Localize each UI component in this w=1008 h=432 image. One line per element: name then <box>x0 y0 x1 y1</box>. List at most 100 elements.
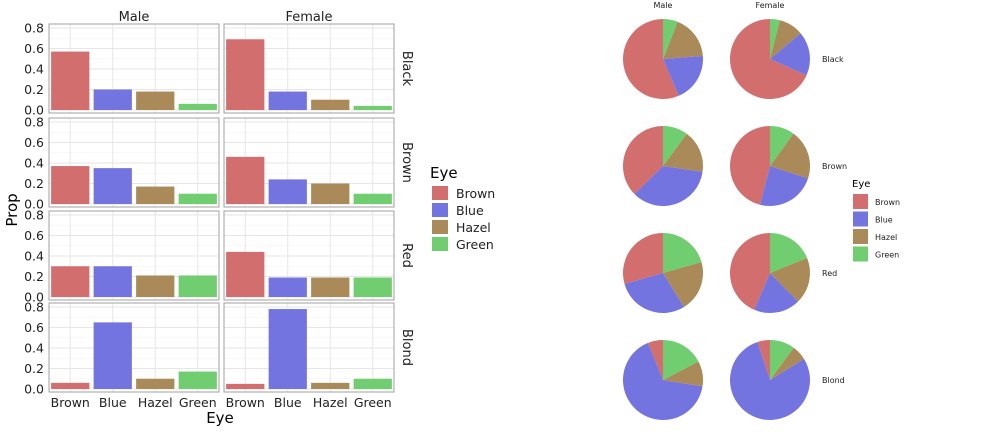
pie-slice-female-brown-green <box>770 126 794 166</box>
pie-legend-swatch-brown <box>853 194 868 209</box>
pie-slice-female-red-green <box>770 233 808 273</box>
pie-legend-label-hazel: Hazel <box>875 233 897 242</box>
pie-slice-male-red-blue <box>624 273 685 314</box>
y-tick-label: 0.2 <box>24 269 44 284</box>
y-tick-label: 0.0 <box>24 290 44 305</box>
bar-male-brown-green <box>178 193 217 204</box>
bar-panel-female-blond <box>223 302 395 393</box>
panel-border <box>223 117 395 208</box>
pie-slice-female-blond-green <box>770 340 794 380</box>
y-tick-label: 0.0 <box>24 197 44 212</box>
y-tick-label: 0.2 <box>24 82 44 97</box>
bar-female-brown-hazel <box>311 183 350 204</box>
pie-slice-female-blond-brown <box>757 340 770 380</box>
bar-male-black-green <box>178 103 217 110</box>
bar-panel-male-black <box>48 23 220 114</box>
pie-slice-male-black-hazel <box>663 21 703 59</box>
bar-panel-female-brown <box>223 117 395 208</box>
bar-female-blond-hazel <box>311 382 350 389</box>
bar-male-red-brown <box>51 266 90 297</box>
bar-female-blond-blue <box>268 309 307 389</box>
y-tick-label: 0.4 <box>24 249 44 264</box>
x-tick-label: Brown <box>226 395 265 410</box>
pie-female-brown <box>730 126 810 206</box>
bar-male-red-green <box>178 275 217 297</box>
pie-male-black <box>623 19 703 100</box>
x-tick-label: Hazel <box>313 395 348 410</box>
y-tick-label: 0.2 <box>24 176 44 191</box>
y-tick-label: 0.6 <box>24 41 44 56</box>
pie-slice-male-blond-hazel <box>663 361 703 387</box>
legend-swatch-hazel <box>432 220 448 234</box>
pie-slice-female-black-green <box>770 19 780 59</box>
x-tick-label: Hazel <box>138 395 173 410</box>
bar-female-brown-blue <box>268 179 307 204</box>
bar-panel-male-blond <box>48 302 220 393</box>
bar-male-red-hazel <box>136 275 175 297</box>
pie-slice-male-blond-green <box>663 340 699 380</box>
faceted-pie-chart: Male Female Black Brown Red Blond Eye Brown Blue… <box>623 1 900 421</box>
pie-legend-title: Eye <box>852 179 870 190</box>
bar-male-red-blue <box>93 266 132 297</box>
pie-slice-male-red-green <box>663 233 702 273</box>
pie-slice-male-blond-brown <box>647 340 663 380</box>
pie-slice-male-red-hazel <box>663 262 703 308</box>
y-axis-title: Prop <box>3 193 21 226</box>
legend-swatch-green <box>432 237 448 251</box>
pie-slice-female-blond-blue <box>730 341 811 420</box>
pie-slice-male-blond-blue <box>623 342 703 421</box>
y-tick-label: 0.6 <box>24 135 44 150</box>
legend-title: Eye <box>430 164 458 182</box>
panel-border <box>48 302 220 393</box>
y-tick-label: 0.6 <box>24 320 44 335</box>
faceted-bar-chart: Male Female Black Brown Red Blond 0.0 0.2 0.4 0.6… <box>3 10 495 427</box>
x-tick-label: Blue <box>274 395 302 410</box>
pie-row-label-black: Black <box>822 55 844 64</box>
legend-label-green: Green <box>456 237 494 252</box>
y-tick-label: 0.8 <box>24 300 44 315</box>
facet-col-label-male: Male <box>119 10 150 25</box>
pie-female-red <box>730 233 810 313</box>
bar-male-brown-hazel <box>136 186 175 204</box>
pie-male-brown <box>623 126 703 206</box>
bar-panel-female-black <box>223 23 395 114</box>
pie-slice-female-brown-brown <box>730 126 770 205</box>
x-axis-title: Eye <box>206 409 234 427</box>
bar-male-black-blue <box>93 89 132 110</box>
bar-male-blond-hazel <box>136 378 175 389</box>
bar-male-blond-blue <box>93 322 132 389</box>
pie-row-label-brown: Brown <box>822 162 847 171</box>
pie-male-red <box>623 233 703 314</box>
pie-slice-female-black-hazel <box>770 20 801 59</box>
bar-female-red-blue <box>268 277 307 297</box>
panel-border <box>48 117 220 208</box>
y-tick-label: 0.8 <box>24 208 44 223</box>
pie-slice-female-red-brown <box>730 233 770 310</box>
panel-border <box>48 210 220 301</box>
pie-col-label-male: Male <box>654 1 673 10</box>
legend-label-blue: Blue <box>456 203 484 218</box>
pie-female-blond <box>730 340 811 420</box>
bar-panel-female-red <box>223 210 395 301</box>
bar-female-brown-green <box>353 193 392 204</box>
pie-slice-male-brown-blue <box>634 166 703 206</box>
x-tick-label: Brown <box>51 395 90 410</box>
bar-female-red-brown <box>226 251 265 297</box>
pie-slice-female-red-blue <box>754 273 799 313</box>
pie-slice-female-red-hazel <box>770 257 810 302</box>
bar-female-blond-green <box>353 378 392 389</box>
bar-female-brown-brown <box>226 156 265 204</box>
legend-label-brown: Brown <box>456 186 495 201</box>
bar-female-blond-brown <box>226 383 265 389</box>
pie-slice-male-brown-brown <box>623 126 663 195</box>
pie-legend-swatch-hazel <box>853 229 868 244</box>
bar-male-brown-blue <box>93 168 132 204</box>
pie-slice-male-black-green <box>663 19 678 59</box>
pie-slice-female-blond-hazel <box>770 347 804 380</box>
y-tick-label: 0.4 <box>24 341 44 356</box>
legend-swatch-blue <box>432 203 448 217</box>
y-tick-label: 0.6 <box>24 228 44 243</box>
pie-legend-label-brown: Brown <box>875 198 900 207</box>
bar-female-red-hazel <box>311 277 350 297</box>
